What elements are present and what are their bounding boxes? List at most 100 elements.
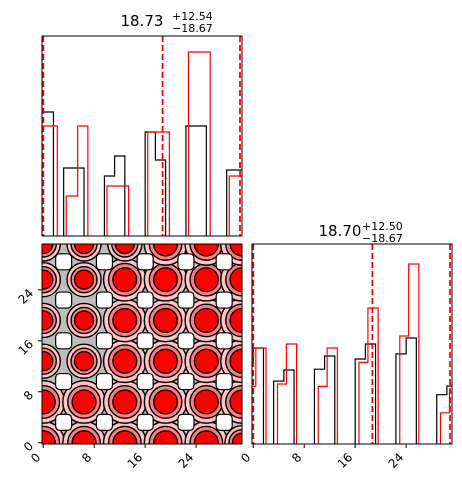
histogram-bar-red bbox=[399, 263, 420, 444]
contour-gap bbox=[55, 253, 73, 271]
contour-gap bbox=[95, 332, 114, 350]
contour-gap bbox=[215, 291, 233, 309]
contour-gap bbox=[215, 253, 233, 271]
right-panel-frame bbox=[251, 243, 453, 445]
contour-gap bbox=[215, 372, 233, 391]
histogram-bar-black bbox=[103, 155, 126, 236]
contour-level-inner bbox=[73, 244, 95, 255]
contour-gap bbox=[177, 332, 195, 350]
right-marginal-panel: 0 8 16 24 18.70 +12.50 −18.67 bbox=[238, 220, 453, 471]
top-title-upper: +12.54 bbox=[172, 10, 213, 23]
contour-level-inner bbox=[112, 267, 138, 293]
contour-gap bbox=[177, 291, 195, 309]
histogram-bar-black bbox=[185, 125, 207, 236]
top-panel-frame bbox=[41, 35, 243, 237]
contour-level-inner bbox=[42, 389, 56, 415]
right-title-upper: +12.50 bbox=[362, 220, 403, 233]
histogram-bar-red bbox=[252, 347, 267, 444]
contour-level-inner bbox=[193, 267, 219, 293]
x-axis-ticks: 0 8 16 24 bbox=[28, 444, 197, 471]
contour-level-inner bbox=[193, 244, 219, 257]
top-title-lower: −18.67 bbox=[172, 22, 213, 35]
y-tick-label: 24 bbox=[15, 286, 36, 307]
contour-level-inner bbox=[112, 348, 138, 374]
contour-level-inner bbox=[73, 310, 95, 331]
contour-level-inner bbox=[152, 348, 179, 374]
contour-gap bbox=[177, 372, 195, 391]
joint-panel-frame bbox=[41, 243, 243, 445]
x-tick-label: 0 bbox=[238, 450, 253, 465]
contour-level-inner bbox=[152, 244, 179, 257]
x-tick-label: 24 bbox=[176, 450, 197, 471]
contour-level-inner bbox=[231, 432, 242, 444]
contour-blobs bbox=[42, 244, 242, 444]
contour-gap bbox=[215, 413, 233, 431]
right-histograms bbox=[252, 263, 452, 444]
contour-gap bbox=[177, 253, 195, 271]
contour-gap bbox=[55, 291, 73, 309]
histogram-bar-black bbox=[273, 369, 295, 444]
histogram-bar-black bbox=[63, 167, 85, 236]
histogram-bar-black bbox=[144, 131, 167, 236]
contour-level-inner bbox=[42, 430, 56, 444]
contour-level-inner bbox=[114, 244, 135, 255]
right-quantile-lines bbox=[252, 244, 451, 444]
top-title: 18.73 bbox=[121, 12, 164, 30]
x-tick-label: 24 bbox=[386, 450, 407, 471]
contour-level-inner bbox=[229, 348, 242, 374]
contour-level-inner bbox=[42, 244, 54, 255]
contour-level-inner bbox=[152, 389, 179, 415]
x-tick-label: 8 bbox=[79, 450, 94, 465]
x-tick-label: 16 bbox=[125, 450, 146, 471]
contour-level-inner bbox=[112, 430, 138, 444]
contour-level-inner bbox=[229, 389, 242, 415]
y-tick-label: 16 bbox=[15, 337, 36, 358]
contour-level-inner bbox=[42, 269, 54, 290]
histogram-bar-red bbox=[276, 343, 298, 444]
top-marginal-panel: 18.73 +12.54 −18.67 bbox=[41, 10, 243, 237]
histogram-bar-black bbox=[436, 385, 452, 444]
contour-gap bbox=[55, 372, 73, 391]
contour-level-inner bbox=[229, 307, 242, 334]
histogram-bar-red bbox=[317, 347, 338, 444]
top-histograms bbox=[42, 51, 242, 236]
contour-gap bbox=[177, 413, 195, 431]
histogram-bar-black bbox=[354, 343, 377, 444]
contour-gap bbox=[95, 291, 114, 309]
histogram-bar-red bbox=[106, 185, 130, 236]
contour-gap bbox=[55, 413, 73, 431]
contour-level-inner bbox=[193, 389, 219, 415]
contour-level-inner bbox=[71, 389, 97, 415]
contour-gap bbox=[136, 413, 154, 431]
contour-gap bbox=[136, 332, 154, 350]
y-tick-label: 8 bbox=[21, 388, 36, 403]
contour-gap bbox=[136, 253, 154, 271]
histogram-bar-black bbox=[313, 355, 336, 444]
contour-gap bbox=[55, 332, 73, 350]
contour-level-inner bbox=[73, 350, 95, 372]
contour-level-inner bbox=[112, 389, 138, 415]
histogram-bar-red bbox=[147, 131, 170, 236]
right-title: 18.70 bbox=[319, 222, 362, 240]
contour-level-inner bbox=[193, 307, 219, 334]
contour-level-inner bbox=[193, 348, 219, 374]
histogram-bar-red bbox=[65, 125, 89, 236]
contour-level-inner bbox=[152, 307, 179, 334]
contour-gap bbox=[136, 372, 154, 391]
contour-level-inner bbox=[229, 267, 242, 293]
histogram-bar-red bbox=[42, 125, 58, 236]
contour-level-inner bbox=[73, 269, 95, 290]
contour-level-inner bbox=[42, 351, 54, 372]
histogram-bar-black bbox=[226, 169, 242, 236]
x-tick-label: 8 bbox=[289, 450, 304, 465]
contour-level-inner bbox=[193, 430, 219, 444]
contour-gap bbox=[95, 372, 114, 391]
contour-level-inner bbox=[71, 430, 97, 444]
contour-level-inner bbox=[152, 430, 179, 444]
contour-gap bbox=[95, 253, 114, 271]
contour-level-inner bbox=[229, 244, 242, 257]
histogram-bar-red bbox=[187, 51, 211, 236]
contour-gap bbox=[136, 291, 154, 309]
